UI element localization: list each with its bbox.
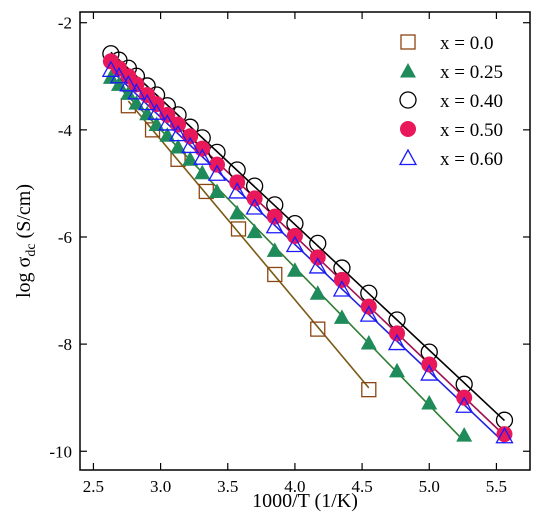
data-point xyxy=(495,426,514,444)
data-point xyxy=(456,427,473,442)
data-point xyxy=(120,85,137,100)
data-point xyxy=(387,333,407,351)
series-1-points xyxy=(102,69,473,442)
y-tick-label: -2 xyxy=(58,14,72,33)
plot-frame xyxy=(79,11,531,471)
y-tick-label: -8 xyxy=(58,335,72,354)
data-point xyxy=(139,105,156,121)
x-tick-label: 3.5 xyxy=(217,477,238,496)
y-tick-label: -10 xyxy=(49,442,72,461)
legend-label: x = 0.60 xyxy=(440,149,503,170)
data-point xyxy=(361,381,377,398)
data-point xyxy=(360,335,377,350)
data-point xyxy=(181,136,200,154)
data-point xyxy=(332,280,352,297)
axis-ticks: 2.5 3.0 3.5 4.0 4.5 5.0 5.5 -10 -8 -6 -4 -2 xyxy=(49,12,530,496)
x-tick-label: 2.5 xyxy=(83,477,104,496)
data-point xyxy=(229,204,246,220)
fit-line-series-0 xyxy=(127,100,370,389)
data-point xyxy=(228,182,247,199)
data-point xyxy=(359,305,378,322)
data-point xyxy=(455,396,474,413)
data-point xyxy=(246,223,263,239)
legend-label: x = 0.25 xyxy=(440,62,503,83)
y-axis-label-unit: (S/cm) xyxy=(13,184,35,243)
x-axis-label: 1000/T (1/K) xyxy=(252,490,358,512)
legend: x = 0.0 x = 0.25 x = 0.40 x = 0.50 x = 0.60 xyxy=(398,33,503,170)
data-point xyxy=(168,124,188,142)
data-point xyxy=(310,321,326,337)
y-axis-label: log σdc (S/cm) xyxy=(13,184,39,298)
data-point xyxy=(308,257,327,274)
data-point xyxy=(230,221,247,237)
data-point xyxy=(266,242,283,257)
legend-marker xyxy=(400,121,416,137)
data-point xyxy=(119,74,138,92)
legend-label: x = 0.40 xyxy=(440,91,503,112)
legend-label: x = 0.50 xyxy=(440,120,503,141)
data-point xyxy=(147,103,166,120)
data-point xyxy=(182,128,199,145)
y-axis-label-subscript: dc xyxy=(24,243,39,256)
data-point xyxy=(421,395,438,410)
data-point xyxy=(496,426,513,443)
data-point xyxy=(266,208,283,225)
data-point xyxy=(194,164,211,180)
data-point xyxy=(170,138,187,154)
data-point xyxy=(109,66,129,84)
data-point xyxy=(286,262,303,277)
data-point xyxy=(101,60,120,78)
data-point xyxy=(389,362,406,378)
x-tick-label: 5.0 xyxy=(419,477,440,496)
y-tick-label: -4 xyxy=(58,121,73,140)
data-point xyxy=(267,266,283,283)
legend-marker xyxy=(398,148,418,166)
data-point xyxy=(207,164,227,181)
legend-label: x = 0.0 xyxy=(440,33,493,54)
legend-marker xyxy=(400,34,416,50)
fit-line-series-2 xyxy=(110,51,506,422)
x-tick-label: 3.0 xyxy=(150,477,171,496)
series-4-points xyxy=(101,60,514,444)
data-point xyxy=(285,235,305,253)
x-tick-label: 5.5 xyxy=(486,477,507,496)
data-point xyxy=(138,93,157,111)
data-points xyxy=(101,45,514,444)
data-point xyxy=(193,148,212,165)
data-point xyxy=(333,309,350,324)
data-point xyxy=(158,114,177,131)
x-tick-label: 4.5 xyxy=(351,477,372,496)
legend-marker xyxy=(399,91,417,109)
series-0-points xyxy=(120,98,377,398)
data-point xyxy=(309,285,326,300)
data-point xyxy=(182,151,199,166)
data-point xyxy=(420,364,439,381)
data-point xyxy=(127,83,146,100)
data-point xyxy=(209,183,226,198)
y-axis-label-main: log σ xyxy=(13,256,35,298)
data-point xyxy=(245,198,264,215)
data-point xyxy=(128,95,145,110)
data-point xyxy=(333,271,350,288)
data-point xyxy=(265,216,284,234)
data-point xyxy=(309,234,327,253)
y-tick-label: -6 xyxy=(58,228,72,247)
x-tick-label: 4.0 xyxy=(284,477,305,496)
data-point xyxy=(389,325,406,342)
legend-marker xyxy=(400,63,416,78)
